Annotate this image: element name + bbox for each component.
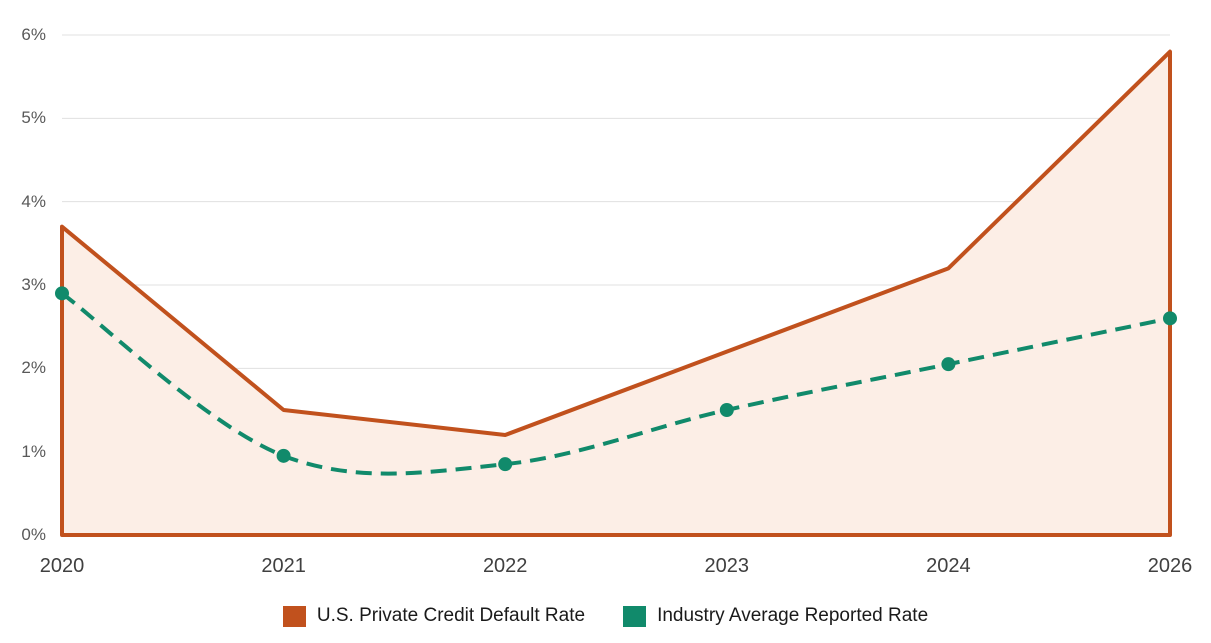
legend-swatch-orange	[282, 605, 306, 627]
data-point-marker	[941, 357, 956, 372]
legend-label: U.S. Private Credit Default Rate	[316, 605, 586, 626]
series-industry-average-reported-rate	[55, 286, 1177, 476]
legend-item-private-credit: U.S. Private Credit Default Rate	[282, 605, 586, 627]
legend-item-industry-average: Industry Average Reported Rate	[623, 605, 928, 627]
series-private-credit-default-rate	[60, 49, 1172, 537]
x-axis-label: 2024	[926, 555, 971, 577]
data-point-marker	[498, 457, 513, 472]
y-axis-label: 0%	[21, 525, 46, 544]
y-axis-label: 1%	[21, 441, 46, 461]
data-point-marker	[276, 448, 291, 463]
x-axis-label: 2021	[261, 555, 306, 577]
x-axis-label: 2023	[704, 555, 750, 577]
area-outline	[60, 49, 1172, 537]
x-axis-label: 2026	[1147, 555, 1193, 577]
y-axis-label: 6%	[21, 25, 46, 44]
y-axis-label: 4%	[21, 191, 46, 211]
y-axis-label: 5%	[21, 108, 46, 128]
data-point-marker	[55, 286, 69, 301]
dashed-line	[60, 291, 1171, 476]
data-point-marker	[1163, 311, 1177, 326]
legend-swatch-green	[623, 605, 647, 627]
legend-label: Industry Average Reported Rate	[657, 605, 929, 626]
x-axis-label: 2022	[482, 555, 528, 577]
legend: U.S. Private Credit Default Rate Industr…	[0, 602, 1211, 630]
y-axis-label: 3%	[21, 275, 46, 294]
y-axis-label: 2%	[21, 358, 46, 378]
x-axis-label: 2020	[39, 555, 85, 577]
data-point-marker	[719, 403, 734, 417]
